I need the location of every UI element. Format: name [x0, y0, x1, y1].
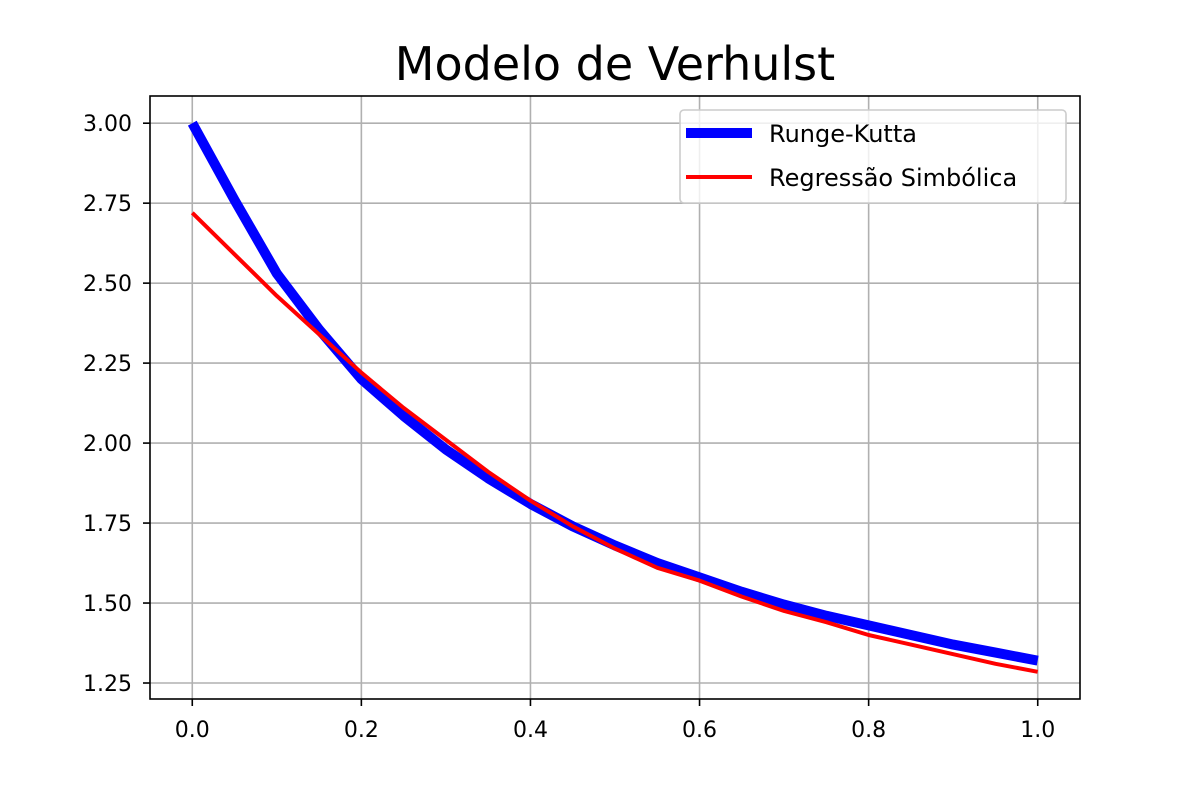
series-layer [187, 120, 1039, 674]
y-tick-label: 3.00 [83, 112, 132, 137]
x-tick-label: 0.2 [344, 718, 379, 743]
plot-frame [149, 95, 1081, 700]
series-line-regressao-simbolica [190, 211, 1039, 674]
chart-title: Modelo de Verhulst [395, 37, 835, 91]
legend: Runge-Kutta Regressão Simbólica [679, 109, 1067, 204]
x-tick-label: 0.4 [513, 718, 548, 743]
x-tick-label: 0.8 [851, 718, 886, 743]
y-tick-label: 1.75 [83, 512, 132, 537]
legend-box [679, 109, 1067, 204]
x-tick-label: 1.0 [1020, 718, 1055, 743]
y-tick-label: 1.50 [83, 592, 132, 617]
y-tick-label: 1.25 [83, 672, 132, 697]
y-tick-label: 2.75 [83, 192, 132, 217]
x-tick-label: 0.0 [175, 718, 210, 743]
legend-label: Runge-Kutta [769, 120, 917, 148]
y-tick-label: 2.25 [83, 352, 132, 377]
y-tick-label: 2.00 [83, 432, 132, 457]
x-tick-label: 0.6 [682, 718, 717, 743]
axes: 0.0 0.2 0.4 0.6 0.8 1.0 1.25 1.50 1.75 2.00 2.25 2.… [83, 112, 1055, 743]
legend-label: Regressão Simbólica [769, 164, 1017, 192]
y-tick-label: 2.50 [83, 272, 132, 297]
